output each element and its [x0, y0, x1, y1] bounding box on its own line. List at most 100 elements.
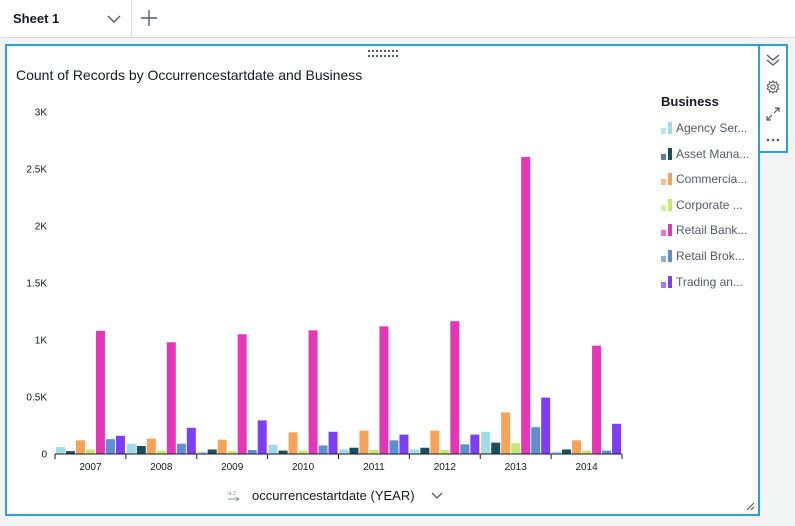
bar[interactable]: [55, 447, 65, 454]
bar[interactable]: [298, 450, 308, 454]
bar[interactable]: [156, 450, 166, 454]
legend-label: Asset Mana...: [676, 146, 750, 161]
bar[interactable]: [257, 420, 267, 454]
legend-swatch-icon: [661, 173, 673, 186]
x-tick-label: 2011: [363, 462, 385, 473]
svg-text:a z: a z: [228, 491, 236, 497]
bar[interactable]: [176, 443, 186, 454]
legend-item[interactable]: Commercia...: [661, 172, 756, 199]
bar[interactable]: [379, 326, 389, 454]
legend-swatch-icon: [661, 249, 673, 262]
bar[interactable]: [410, 449, 420, 454]
legend-label: Retail Brok...: [676, 248, 745, 263]
resize-handle-icon[interactable]: [745, 501, 755, 511]
chevron-down-icon[interactable]: [430, 489, 444, 503]
bar[interactable]: [126, 443, 136, 454]
bar[interactable]: [85, 449, 95, 454]
bar[interactable]: [197, 451, 207, 454]
drag-handle-icon[interactable]: [368, 50, 400, 58]
bar[interactable]: [217, 439, 227, 454]
legend-item[interactable]: Asset Mana...: [661, 146, 756, 174]
bar[interactable]: [389, 440, 399, 454]
gear-icon[interactable]: [765, 79, 781, 95]
legend-item[interactable]: Trading an...: [661, 275, 756, 302]
y-tick-label: 0: [41, 450, 47, 461]
bar[interactable]: [115, 435, 125, 454]
bar[interactable]: [186, 427, 196, 454]
bar[interactable]: [450, 321, 460, 454]
bar[interactable]: [268, 444, 278, 454]
y-tick-label: 1.5K: [26, 279, 47, 290]
bar[interactable]: [602, 450, 612, 454]
bar[interactable]: [521, 157, 531, 454]
tab-label: Sheet 1: [13, 11, 60, 26]
bar[interactable]: [470, 434, 480, 454]
bar[interactable]: [237, 334, 247, 454]
legend-label: Agency Ser...: [676, 121, 748, 135]
bar[interactable]: [592, 345, 602, 454]
bar[interactable]: [288, 432, 298, 454]
more-icon[interactable]: [765, 132, 781, 148]
bar[interactable]: [399, 434, 409, 454]
legend-label: Commercia...: [676, 172, 748, 187]
bar[interactable]: [278, 450, 288, 454]
bar[interactable]: [440, 450, 450, 454]
legend-item[interactable]: Agency Ser...: [661, 121, 756, 148]
bar[interactable]: [460, 444, 470, 454]
bar[interactable]: [541, 397, 551, 454]
bar[interactable]: [308, 330, 318, 454]
bar[interactable]: [552, 451, 562, 454]
bar[interactable]: [318, 445, 328, 454]
legend-item[interactable]: Retail Brok...: [661, 248, 756, 276]
bar[interactable]: [166, 342, 176, 454]
bar[interactable]: [420, 447, 430, 454]
bar[interactable]: [511, 443, 521, 454]
bar[interactable]: [430, 430, 440, 454]
plus-icon[interactable]: [140, 9, 158, 27]
x-tick-label: 2007: [79, 462, 102, 473]
x-tick-label: 2014: [575, 462, 598, 473]
bar[interactable]: [612, 423, 622, 454]
sort-az-icon[interactable]: a z: [227, 489, 241, 503]
legend-item[interactable]: Retail Bank...: [661, 223, 756, 250]
legend-swatch-icon: [661, 275, 673, 288]
chevron-down-icon[interactable]: [106, 11, 122, 27]
x-tick-label: 2013: [505, 462, 528, 473]
bar[interactable]: [75, 440, 85, 454]
y-tick-label: 0.5K: [26, 393, 47, 404]
bar[interactable]: [105, 439, 115, 454]
x-tick-label: 2008: [150, 462, 173, 473]
bar[interactable]: [369, 450, 379, 454]
bar[interactable]: [95, 330, 105, 454]
visual-title: Count of Records by Occurrencestartdate …: [16, 67, 363, 83]
bar[interactable]: [562, 449, 572, 454]
bar[interactable]: [349, 447, 359, 454]
sheet-tab-bar: Sheet 1: [0, 0, 795, 38]
bar[interactable]: [359, 430, 369, 454]
bar[interactable]: [227, 451, 237, 454]
legend-label: Corporate ...: [676, 197, 743, 212]
bar[interactable]: [65, 451, 75, 454]
bar[interactable]: [572, 440, 582, 454]
bar[interactable]: [491, 442, 501, 454]
bar[interactable]: [582, 450, 592, 454]
bar[interactable]: [136, 446, 146, 454]
tab-sheet-1[interactable]: Sheet 1: [0, 0, 132, 37]
expand-icon[interactable]: [765, 106, 781, 122]
bar[interactable]: [247, 450, 257, 454]
y-tick-label: 1K: [35, 336, 48, 347]
bar[interactable]: [531, 427, 541, 454]
bar[interactable]: [146, 438, 156, 454]
legend-item[interactable]: Corporate ...: [661, 197, 756, 225]
bar[interactable]: [501, 412, 511, 454]
y-tick-label: 3K: [35, 108, 48, 119]
legend-swatch-icon: [661, 224, 673, 237]
bar[interactable]: [339, 449, 349, 454]
bar[interactable]: [481, 431, 491, 454]
bar[interactable]: [328, 431, 338, 454]
collapse-icon[interactable]: [765, 52, 781, 68]
x-tick-label: 2012: [434, 462, 457, 473]
x-tick-label: 2010: [292, 462, 315, 473]
bar[interactable]: [207, 449, 217, 454]
y-tick-label: 2K: [35, 222, 48, 233]
